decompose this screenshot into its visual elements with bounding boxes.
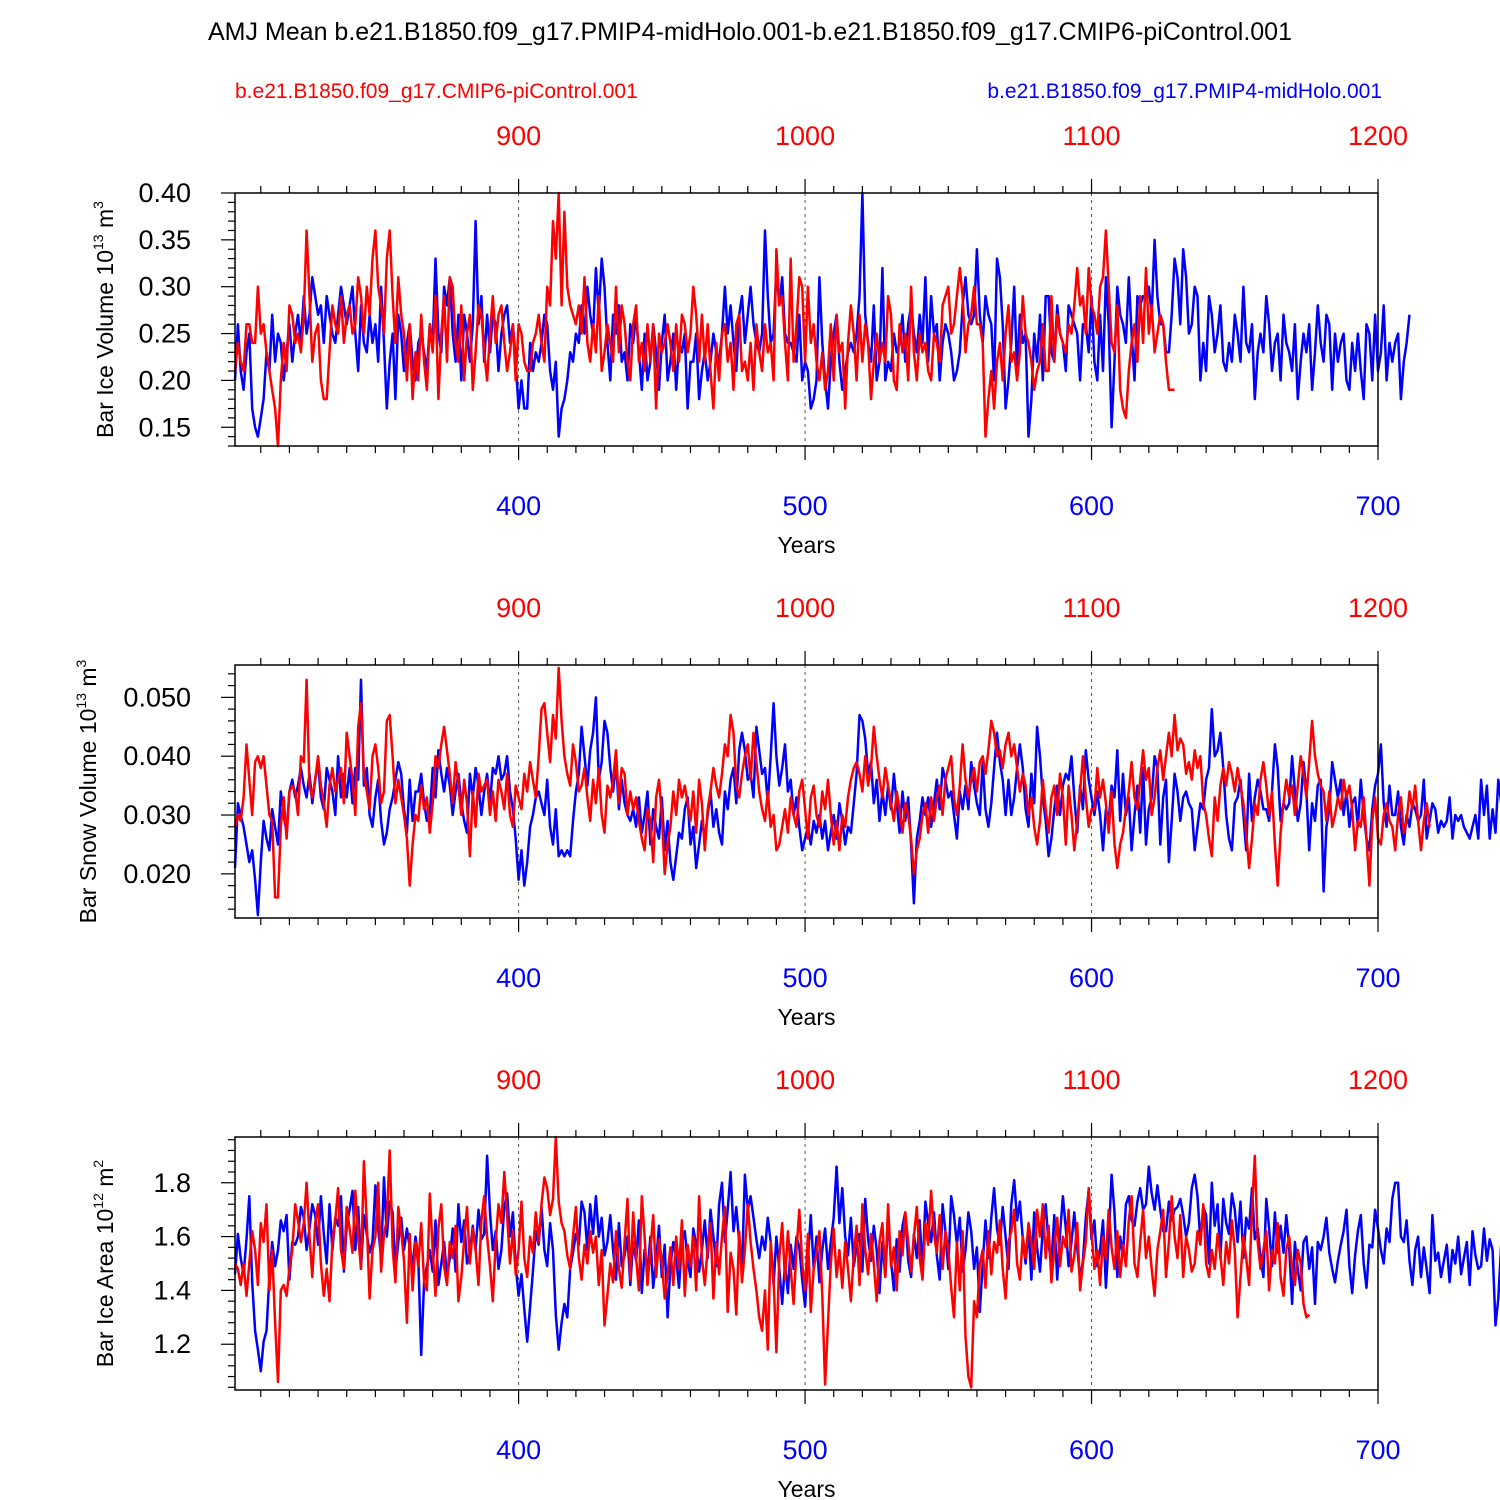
x-tick-label-bottom: 600 bbox=[1069, 1435, 1114, 1465]
x-tick-label-top: 1000 bbox=[775, 1065, 835, 1095]
x-tick-label-bottom: 700 bbox=[1355, 491, 1400, 521]
x-axis-title: Years bbox=[778, 1476, 836, 1500]
x-tick-label-bottom: 500 bbox=[783, 963, 828, 993]
y-axis-title: Bar Snow Volume 1013 m3 bbox=[73, 659, 101, 923]
y-axis-title-part: 12 bbox=[90, 1193, 106, 1209]
y-tick-label: 1.2 bbox=[153, 1329, 191, 1359]
series-line-midholo bbox=[233, 191, 1411, 438]
y-axis-title-part: m bbox=[75, 667, 101, 693]
x-tick-label-bottom: 400 bbox=[496, 491, 541, 521]
plot-frame bbox=[234, 192, 1379, 447]
legend-picontrol: b.e21.B1850.f09_g17.CMIP6-piControl.001 bbox=[235, 80, 638, 103]
y-tick-label: 0.20 bbox=[138, 365, 191, 395]
plot-frame bbox=[234, 664, 1379, 919]
x-tick-label-bottom: 400 bbox=[496, 1435, 541, 1465]
y-axis-title-part: 3 bbox=[90, 201, 106, 209]
y-axis-title-part: m bbox=[92, 209, 118, 235]
x-tick-label-bottom: 500 bbox=[783, 1435, 828, 1465]
chart-panel-1: 400 500 600 700 900 1000 1100 1200 Years 0.15 0.20… bbox=[90, 121, 1411, 558]
y-tick-label: 0.40 bbox=[138, 178, 191, 208]
x-tick-label-top: 1100 bbox=[1063, 1065, 1121, 1095]
x-tick-label-top: 1200 bbox=[1348, 1065, 1408, 1095]
x-tick-label-top: 900 bbox=[496, 1065, 541, 1095]
x-tick-label-top: 1000 bbox=[775, 121, 835, 151]
series-line-picontrol bbox=[233, 1135, 1311, 1389]
y-axis-title-part: Bar Snow Volume 10 bbox=[75, 709, 101, 924]
y-axis-title-part: Bar Ice Volume 10 bbox=[92, 250, 118, 438]
y-tick-label: 0.30 bbox=[138, 272, 191, 302]
x-tick-label-bottom: 500 bbox=[783, 491, 828, 521]
y-tick-label: 1.4 bbox=[153, 1275, 191, 1305]
y-tick-label: 0.35 bbox=[138, 225, 191, 255]
series-line-picontrol bbox=[233, 666, 1431, 899]
x-axis-title: Years bbox=[778, 532, 836, 558]
y-tick-label: 1.8 bbox=[153, 1168, 191, 1198]
y-tick-label: 0.050 bbox=[123, 682, 191, 712]
chart-main-title: AMJ Mean b.e21.B1850.f09_g17.PMIP4-midHo… bbox=[207, 18, 1292, 46]
y-axis-title: Bar Ice Area 1012 m2 bbox=[90, 1160, 118, 1368]
x-tick-label-bottom: 400 bbox=[496, 963, 541, 993]
y-axis-title-part: 13 bbox=[73, 693, 89, 709]
legend-midholo: b.e21.B1850.f09_g17.PMIP4-midHolo.001 bbox=[987, 80, 1382, 103]
x-tick-label-top: 1100 bbox=[1063, 593, 1121, 623]
x-tick-label-bottom: 700 bbox=[1355, 1435, 1400, 1465]
y-axis-title-part: 2 bbox=[90, 1160, 106, 1168]
series-line-picontrol bbox=[233, 191, 1175, 448]
x-tick-label-top: 1100 bbox=[1063, 121, 1121, 151]
x-tick-label-bottom: 700 bbox=[1355, 963, 1400, 993]
y-axis-title-part: 3 bbox=[73, 659, 89, 667]
x-tick-label-top: 900 bbox=[496, 593, 541, 623]
y-axis-title-part: Bar Ice Area 10 bbox=[92, 1209, 118, 1368]
x-tick-label-top: 1200 bbox=[1348, 593, 1408, 623]
y-axis-title-part: 13 bbox=[90, 234, 106, 250]
y-tick-label: 1.6 bbox=[153, 1222, 191, 1252]
y-tick-label: 0.020 bbox=[123, 859, 191, 889]
x-axis-title: Years bbox=[778, 1004, 836, 1030]
plot-frame bbox=[234, 1136, 1379, 1391]
x-tick-label-top: 1200 bbox=[1348, 121, 1408, 151]
y-tick-label: 0.25 bbox=[138, 319, 191, 349]
series-line-midholo bbox=[233, 678, 1500, 917]
x-tick-label-bottom: 600 bbox=[1069, 491, 1114, 521]
y-axis-title-part: m bbox=[92, 1168, 118, 1194]
y-axis-title: Bar Ice Volume 1013 m3 bbox=[90, 201, 118, 438]
x-tick-label-top: 1000 bbox=[775, 593, 835, 623]
y-tick-label: 0.040 bbox=[123, 741, 191, 771]
chart-panel-3: 400 500 600 700 900 1000 1100 1200 Years 1.2 1.4 1.… bbox=[90, 1065, 1500, 1500]
x-tick-label-bottom: 600 bbox=[1069, 963, 1114, 993]
y-tick-label: 0.030 bbox=[123, 800, 191, 830]
y-tick-label: 0.15 bbox=[138, 412, 191, 442]
x-tick-label-top: 900 bbox=[496, 121, 541, 151]
chart-panel-2: 400 500 600 700 900 1000 1100 1200 Years 0.020 0.0… bbox=[73, 593, 1500, 1030]
